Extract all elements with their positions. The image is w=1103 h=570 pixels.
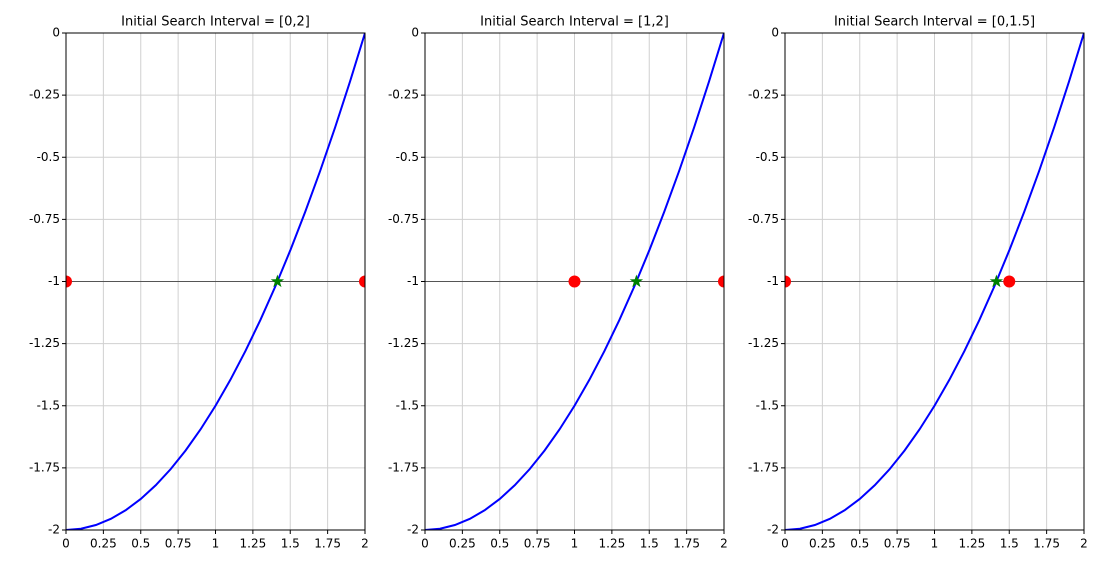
x-tick-label: 1.5 (281, 537, 300, 551)
x-tick-label: 0.5 (490, 537, 509, 551)
x-tick-label: 1.75 (673, 537, 700, 551)
y-tick-label: 0 (411, 26, 419, 40)
x-tick-label: 1 (571, 537, 579, 551)
y-tick-label: -0.5 (37, 150, 60, 164)
y-tick-label: -2 (48, 523, 60, 537)
endpoint-marker (718, 275, 724, 288)
y-tick-label: -1.75 (748, 460, 779, 474)
x-tick-label: 0 (421, 537, 429, 551)
y-tick-label: -1 (407, 274, 419, 288)
root-marker (629, 274, 644, 288)
x-tick-label: 1.25 (240, 537, 267, 551)
x-tick-label: 1.5 (640, 537, 659, 551)
y-tick-label: -0.5 (756, 150, 779, 164)
subplot: Initial Search Interval = [1,2] 0 0.25 0.5 0… (388, 15, 728, 551)
curve (425, 33, 724, 530)
y-tick-label: -1.25 (748, 336, 779, 350)
x-tick-label: 1 (212, 537, 220, 551)
x-tick-label: 0.25 (809, 537, 836, 551)
x-tick-label: 0.75 (884, 537, 911, 551)
y-tick-label: -0.75 (748, 212, 779, 226)
curve (785, 33, 1084, 530)
y-tick-label: -0.25 (388, 88, 419, 102)
endpoint-marker (785, 275, 791, 288)
y-tick-label: -0.5 (396, 150, 419, 164)
plot-frame (65, 32, 366, 531)
x-tick-label: 0.75 (165, 537, 192, 551)
endpoint-marker (568, 275, 581, 288)
chart-title: Initial Search Interval = [1,2] (480, 15, 669, 30)
subplot: Initial Search Interval = [0,1.5] 0 0.25 0.… (748, 15, 1088, 551)
x-tick-label: 0.25 (449, 537, 476, 551)
y-tick-label: 0 (52, 26, 60, 40)
y-tick-label: -1.75 (29, 460, 60, 474)
plot-area (66, 33, 365, 530)
x-tick-label: 2 (1080, 537, 1088, 551)
plot-area (425, 33, 724, 530)
subplot: Initial Search Interval = [0,2] 0 0.25 0.5 0… (29, 15, 369, 551)
x-tick-label: 2 (720, 537, 728, 551)
x-tick-label: 1.75 (314, 537, 341, 551)
plot-frame (424, 32, 725, 531)
endpoint-marker (1003, 275, 1016, 288)
y-tick-label: -1 (767, 274, 779, 288)
x-tick-label: 2 (361, 537, 369, 551)
x-tick-label: 0.25 (90, 537, 117, 551)
y-tick-label: -2 (407, 523, 419, 537)
x-tick-label: 1.5 (1000, 537, 1019, 551)
y-tick-label: -0.25 (748, 88, 779, 102)
plot-area (785, 33, 1084, 530)
x-tick-label: 1.75 (1033, 537, 1060, 551)
y-tick-label: -1.75 (388, 460, 419, 474)
y-tick-label: -2 (767, 523, 779, 537)
y-tick-label: -0.25 (29, 88, 60, 102)
chart-title: Initial Search Interval = [0,2] (121, 15, 310, 30)
y-tick-label: -0.75 (29, 212, 60, 226)
plot-frame (784, 32, 1085, 531)
y-tick-label: -1.5 (37, 398, 60, 412)
chart-title: Initial Search Interval = [0,1.5] (834, 15, 1035, 30)
x-tick-label: 1 (931, 537, 939, 551)
y-tick-label: -1.5 (756, 398, 779, 412)
root-marker (270, 274, 285, 288)
x-tick-label: 0 (781, 537, 789, 551)
y-tick-label: -1 (48, 274, 60, 288)
y-tick-label: -1.25 (29, 336, 60, 350)
x-tick-label: 0.75 (524, 537, 551, 551)
endpoint-marker (359, 275, 365, 288)
x-tick-label: 0.5 (850, 537, 869, 551)
y-tick-label: -0.75 (388, 212, 419, 226)
y-tick-label: -1.25 (388, 336, 419, 350)
x-tick-label: 0.5 (131, 537, 150, 551)
x-tick-label: 0 (62, 537, 70, 551)
endpoint-marker (66, 275, 72, 288)
curve (66, 33, 365, 530)
root-marker (989, 274, 1004, 288)
y-tick-label: 0 (771, 26, 779, 40)
y-tick-label: -1.5 (396, 398, 419, 412)
x-tick-label: 1.25 (599, 537, 626, 551)
x-tick-label: 1.25 (959, 537, 986, 551)
